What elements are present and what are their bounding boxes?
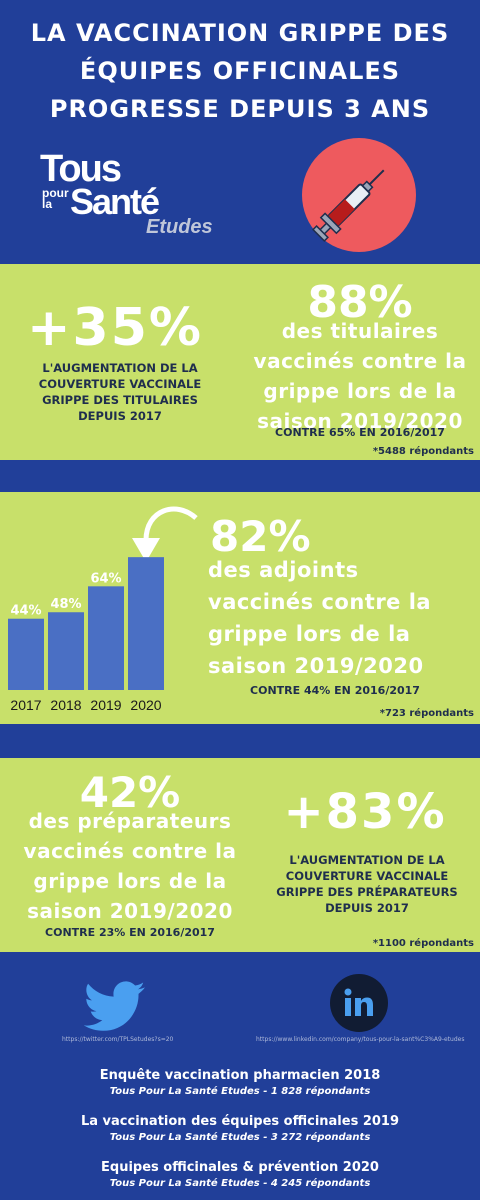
titulaires-increase-text: L'AUGMENTATION DE LA COUVERTURE VACCINAL… (38, 361, 202, 423)
bar-value-label-2019: 64% (90, 571, 121, 586)
adjoints-rate-text: des adjoints vaccinés contre la grippe l… (208, 554, 470, 682)
twitter-link[interactable] (83, 980, 146, 1034)
adjoints-text-line-1: des adjoints (208, 558, 359, 582)
x-tick-label-2020: 2020 (130, 697, 161, 713)
tous-pour-la-sante-logo: Tous pour la Santé Etudes (40, 150, 240, 250)
survey-2-title: La vaccination des équipes officinales 2… (80, 1114, 400, 1129)
adjoints-section: 44% 2017 48% 2018 64% 2019 2020 82% des adjoin… (0, 492, 480, 724)
x-tick-label-2019: 2019 (90, 697, 121, 713)
preparateurs-text-line-3: grippe lors de la (33, 869, 227, 893)
preparateurs-text-line-4: saison 2019/2020 (27, 899, 233, 923)
bar-2017 (8, 618, 44, 690)
titulaires-text-line-2: vaccinés contre la (253, 349, 467, 373)
title-line-3: PROGRESSE DEPUIS 3 ANS (49, 95, 431, 123)
survey-2-subtitle: Tous Pour La Santé Etudes - 3 272 répond… (109, 1132, 371, 1143)
chart-arrow-head (132, 538, 160, 562)
survey-3-title: Equipes officinales & prévention 2020 (101, 1160, 379, 1175)
logo-sante: Santé (70, 181, 160, 222)
survey-1-subtitle: Tous Pour La Santé Etudes - 1 828 répond… (109, 1086, 371, 1097)
logo-pour-la: pour la (42, 186, 69, 211)
preparateurs-rate-value: 42% (79, 768, 181, 817)
titulaires-increase-value: +35% (26, 298, 204, 358)
preparateurs-text-line-1: des préparateurs (28, 809, 232, 833)
preparateurs-section: 42% des préparateurs vaccinés contre la … (0, 758, 480, 952)
syringe-icon (311, 169, 385, 243)
adjoints-text-line-3: grippe lors de la (208, 622, 411, 646)
preparateurs-rate-text: des préparateurs vaccinés contre la grip… (10, 806, 250, 926)
syringe-badge (302, 138, 416, 252)
titulaires-contre: CONTRE 65% EN 2016/2017 (275, 426, 445, 439)
titulaires-rate-value: 88% (307, 277, 413, 328)
twitter-bird-icon (83, 981, 145, 1031)
x-tick-label-2017: 2017 (10, 697, 41, 713)
adjoints-text-line-4: saison 2019/2020 (208, 654, 424, 678)
x-tick-label-2018: 2018 (50, 697, 81, 713)
preparateurs-contre: CONTRE 23% EN 2016/2017 (45, 926, 215, 939)
title-line-2: ÉQUIPES OFFICINALES (79, 57, 401, 85)
twitter-url[interactable]: https://twitter.com/TPLSetudes?s=20 (62, 1036, 174, 1043)
preparateurs-text-line-2: vaccinés contre la (23, 839, 237, 863)
adjoints-rate-value: 82% (210, 512, 311, 561)
bar-2020 (128, 557, 164, 690)
bar-2019 (88, 586, 124, 690)
titulaires-section: +35% L'AUGMENTATION DE LA COUVERTURE VAC… (0, 264, 480, 460)
bar-2018 (48, 612, 84, 690)
logo-etudes: Etudes (146, 216, 213, 238)
titulaires-text-line-3: grippe lors de la (263, 379, 457, 403)
adjoints-respondents: *723 répondants (379, 708, 474, 719)
survey-1-title: Enquête vaccination pharmacien 2018 (99, 1068, 381, 1083)
titulaires-text-line-1: des titulaires (281, 319, 439, 343)
chart-arrow (143, 506, 198, 541)
linkedin-link[interactable] (330, 974, 388, 1032)
preparateurs-increase-text: L'AUGMENTATION DE LA COUVERTURE VACCINAL… (276, 853, 458, 915)
preparateurs-respondents: *1100 répondants (372, 938, 474, 949)
survey-3-subtitle: Tous Pour La Santé Etudes - 4 245 répond… (109, 1178, 371, 1189)
linkedin-url[interactable]: https://www.linkedin.com/company/tous-po… (256, 1036, 465, 1043)
linkedin-icon (344, 988, 373, 1016)
adjoints-bar-chart: 44% 2017 48% 2018 64% 2019 2020 (8, 506, 198, 713)
adjoints-text-line-2: vaccinés contre la (208, 590, 432, 614)
preparateurs-increase-value: +83% (283, 784, 447, 840)
titulaires-text-line-4: saison 2019/2020 (257, 409, 463, 433)
bar-value-label-2018: 48% (50, 597, 81, 612)
title-line-1: LA VACCINATION GRIPPE DES (30, 19, 450, 47)
titulaires-respondents: *5488 répondants (372, 446, 474, 457)
logo-tous: Tous (40, 148, 122, 190)
adjoints-contre: CONTRE 44% EN 2016/2017 (250, 684, 420, 697)
titulaires-rate-text: des titulaires vaccinés contre la grippe… (248, 316, 472, 436)
bar-value-label-2017: 44% (10, 604, 41, 619)
page-title: LA VACCINATION GRIPPE DES ÉQUIPES OFFICI… (0, 14, 480, 128)
